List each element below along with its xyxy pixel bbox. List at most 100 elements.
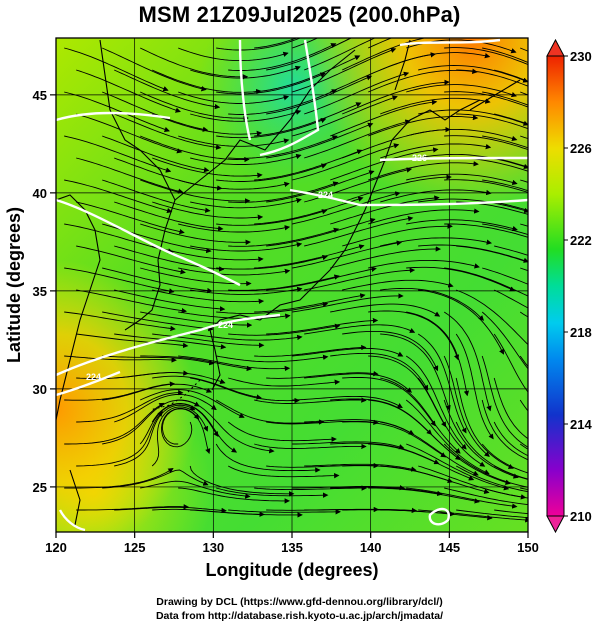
streamline xyxy=(254,485,367,491)
streamline xyxy=(380,509,493,521)
streamline xyxy=(76,504,189,511)
streamline xyxy=(254,102,362,137)
streamline xyxy=(292,347,404,357)
streamline xyxy=(114,289,226,312)
streamline xyxy=(102,311,214,332)
streamline xyxy=(493,421,528,457)
streamline xyxy=(190,509,303,518)
streamline xyxy=(178,135,290,147)
streamline xyxy=(406,266,516,292)
streamline xyxy=(406,311,470,397)
streamline xyxy=(532,378,599,418)
streamline xyxy=(228,181,339,203)
streamline xyxy=(292,240,403,269)
streamline xyxy=(266,75,373,115)
colorbar-tick-label: 230 xyxy=(570,49,592,64)
streamline xyxy=(292,484,405,491)
x-tick-label: 145 xyxy=(438,540,460,555)
streamline xyxy=(494,157,528,168)
streamline xyxy=(304,507,418,514)
x-axis-title: Longitude (degrees) xyxy=(205,560,378,580)
streamline xyxy=(152,245,264,262)
y-tick-label: 30 xyxy=(33,382,47,397)
streamline xyxy=(254,443,367,450)
y-tick-label: 40 xyxy=(33,186,47,201)
streamline xyxy=(444,91,528,108)
streamline xyxy=(216,487,329,498)
streamline xyxy=(482,47,528,63)
streamline xyxy=(342,223,453,247)
contour-label: 226 xyxy=(412,153,427,163)
streamline xyxy=(292,47,397,93)
x-tick-label: 135 xyxy=(281,540,303,555)
streamline xyxy=(64,223,174,254)
streamline xyxy=(368,310,460,361)
streamline xyxy=(190,198,302,209)
streamline xyxy=(190,242,303,252)
streamline xyxy=(330,486,443,497)
streamline xyxy=(228,89,338,115)
streamline xyxy=(254,38,298,49)
streamline xyxy=(455,377,514,469)
streamline xyxy=(493,333,528,393)
streamline xyxy=(254,344,367,357)
streamline xyxy=(227,421,337,442)
streamline xyxy=(417,333,467,434)
streamline xyxy=(368,208,480,225)
streamline xyxy=(532,70,599,110)
streamline xyxy=(151,406,209,467)
streamline xyxy=(494,509,528,515)
streamline xyxy=(444,487,528,506)
streamline xyxy=(190,153,302,165)
streamline xyxy=(380,287,485,321)
streamline xyxy=(152,289,265,305)
streamline xyxy=(140,47,249,80)
streamline xyxy=(178,487,290,504)
streamline xyxy=(178,267,291,276)
streamline xyxy=(368,487,480,504)
streamline xyxy=(292,143,400,181)
streamline xyxy=(254,397,367,404)
streamline xyxy=(532,466,599,480)
streamline xyxy=(140,389,245,418)
contour-labels: 226 224 224 224 xyxy=(86,153,427,382)
streamline xyxy=(418,109,528,126)
streamline xyxy=(444,223,528,238)
streamline xyxy=(330,195,440,225)
streamline xyxy=(418,65,528,83)
streamline xyxy=(102,355,215,366)
streamline xyxy=(493,377,528,440)
streamline xyxy=(532,158,599,191)
streamline xyxy=(292,293,404,313)
streamline xyxy=(64,267,175,294)
streamline xyxy=(456,509,528,518)
streamline xyxy=(455,465,528,493)
x-tick-label: 140 xyxy=(360,540,382,555)
streamline xyxy=(190,65,301,79)
colorbar-max-triangle xyxy=(546,38,565,57)
streamline xyxy=(102,383,212,401)
streamline xyxy=(216,209,328,226)
y-axis: 25 30 35 40 45 xyxy=(33,88,56,495)
streamline xyxy=(216,72,326,95)
streamline xyxy=(482,267,528,285)
streamline xyxy=(114,393,217,423)
streamline xyxy=(443,311,492,412)
streamline xyxy=(190,286,303,295)
streamline xyxy=(494,245,528,256)
streamline xyxy=(481,399,528,461)
streamline xyxy=(330,147,439,181)
streamline xyxy=(304,463,417,472)
streamline xyxy=(151,403,238,453)
streamline xyxy=(304,373,412,393)
streamline xyxy=(254,149,363,181)
streamline xyxy=(140,267,252,287)
streamline xyxy=(406,173,518,186)
streamline xyxy=(178,355,291,372)
streamline xyxy=(64,91,170,132)
streamline xyxy=(114,404,196,467)
streamline xyxy=(482,91,528,106)
y-tick-label: 25 xyxy=(33,480,47,495)
streamline xyxy=(481,443,528,474)
streamline xyxy=(494,289,528,309)
